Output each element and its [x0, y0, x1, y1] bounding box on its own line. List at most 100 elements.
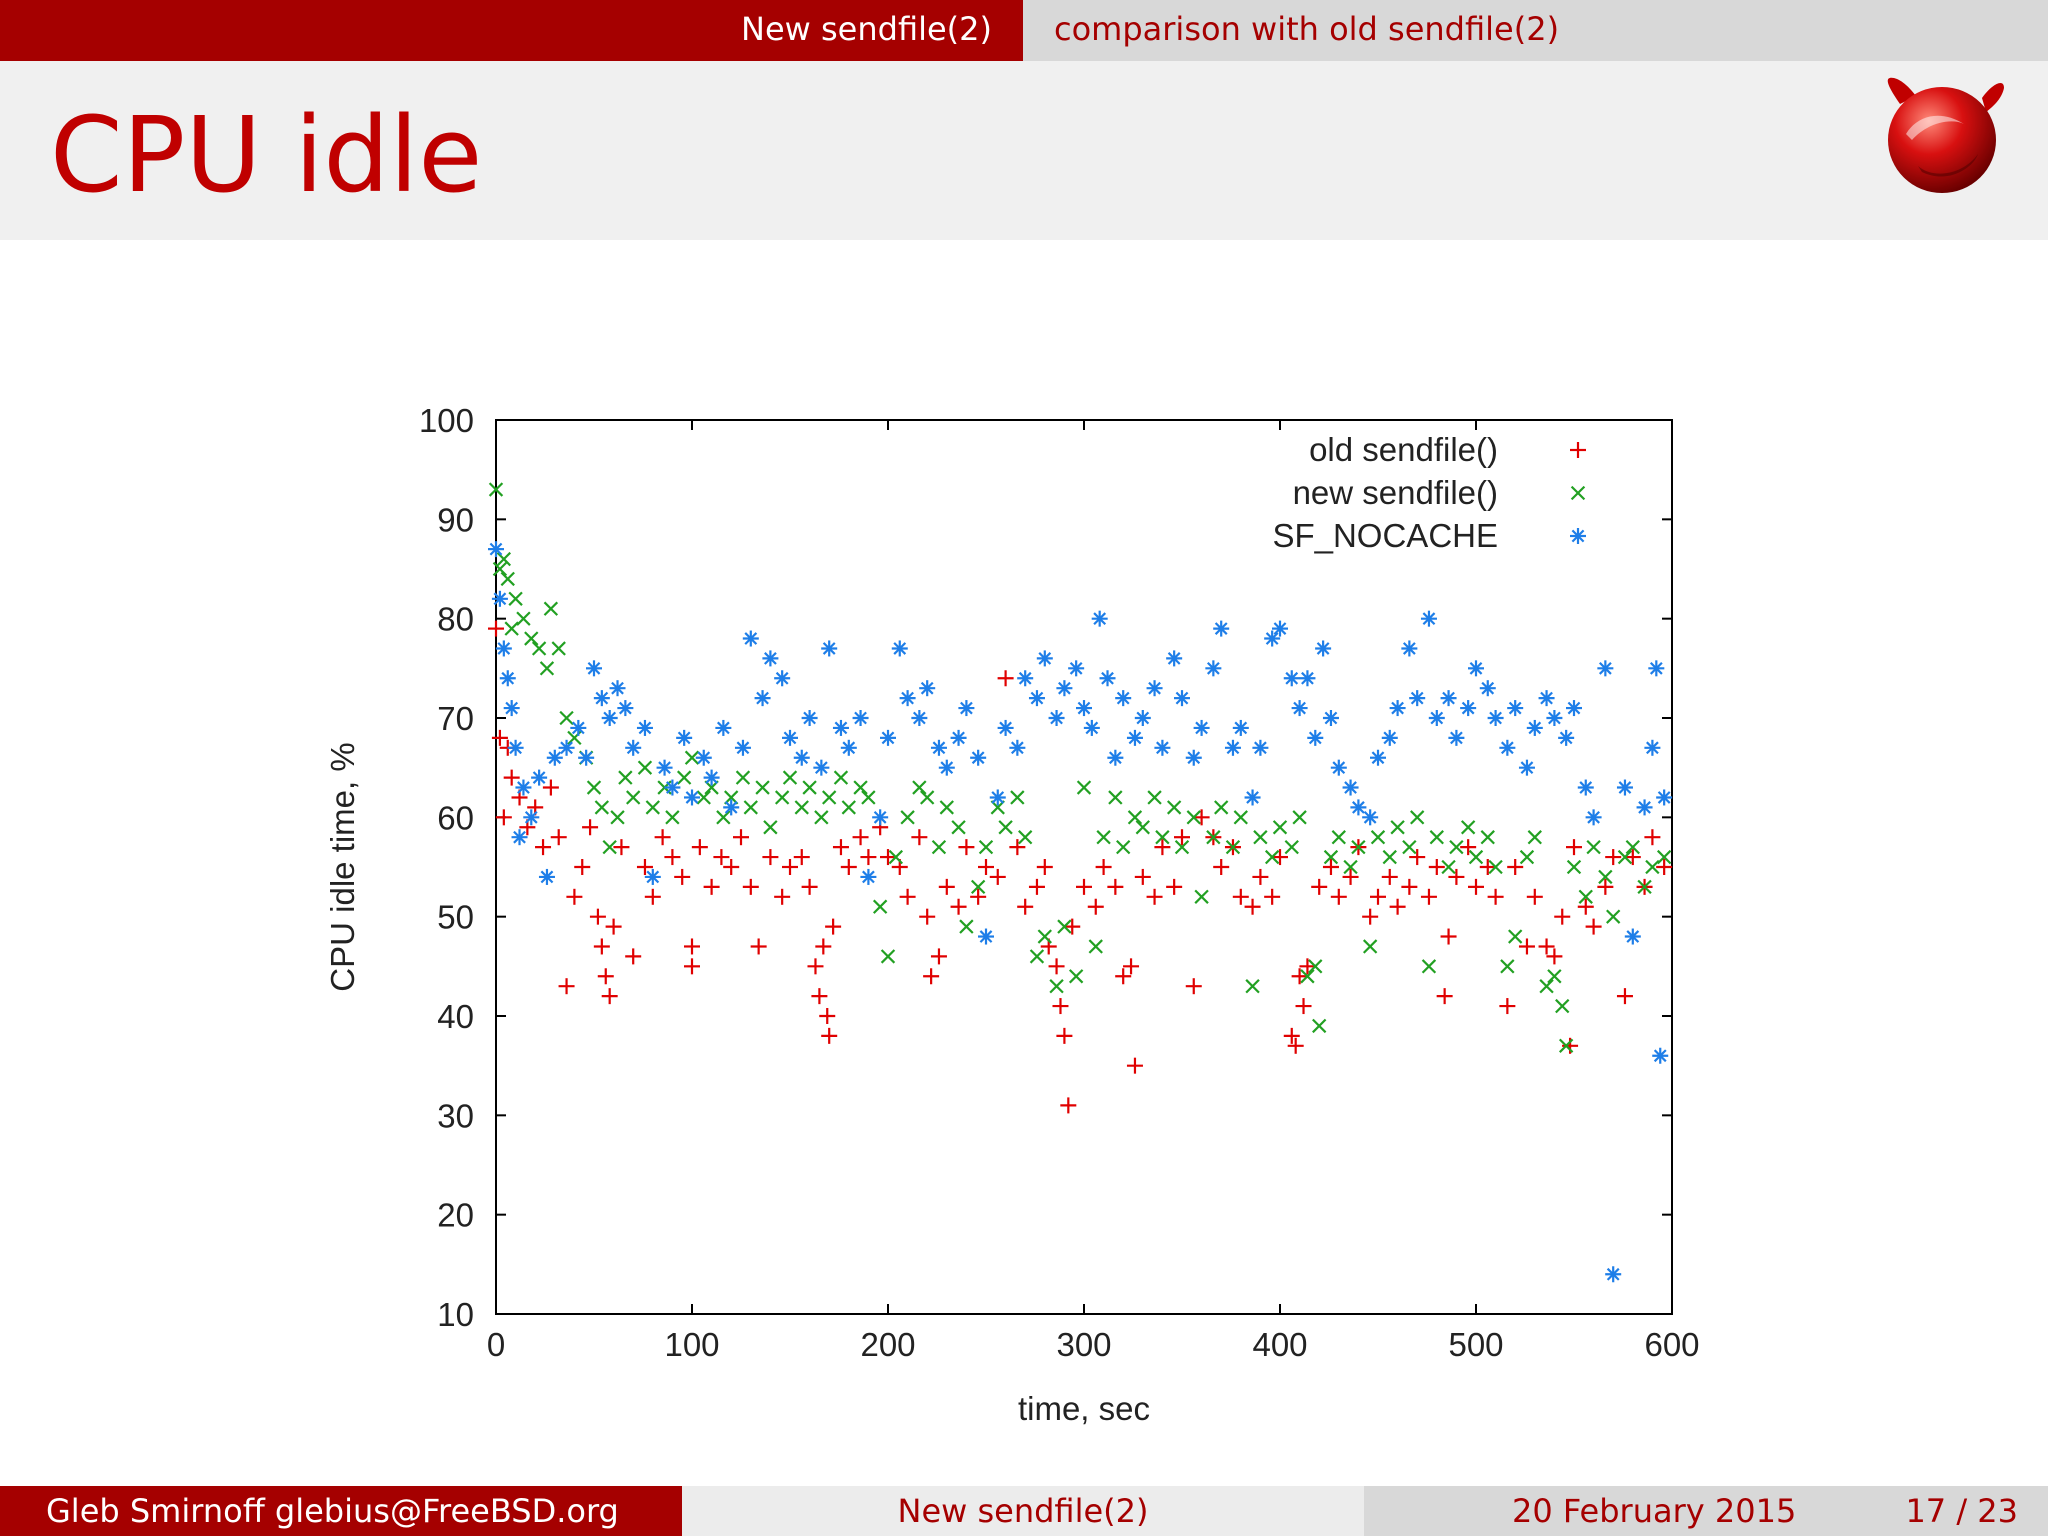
data-point	[1252, 868, 1269, 885]
data-point	[1284, 839, 1299, 855]
data-point	[841, 800, 856, 815]
data-point	[1193, 809, 1210, 826]
data-point	[998, 820, 1013, 835]
y-tick-label: 30	[437, 1097, 474, 1134]
data-point	[900, 810, 915, 825]
footer-author: Gleb Smirnoff glebius@FreeBSD.org	[0, 1486, 682, 1536]
data-point	[684, 789, 700, 806]
data-point	[558, 978, 575, 995]
data-point	[558, 739, 575, 756]
data-point	[1134, 868, 1151, 885]
data-point	[1107, 878, 1124, 895]
data-point	[593, 690, 610, 707]
x-tick-label: 100	[664, 1326, 719, 1363]
data-point	[1343, 859, 1358, 875]
data-point	[538, 868, 555, 885]
data-point	[625, 948, 642, 965]
legend-marker	[1570, 528, 1586, 544]
data-point	[1018, 830, 1033, 845]
data-point	[594, 800, 610, 815]
data-point	[1116, 839, 1131, 855]
data-point	[496, 551, 512, 567]
data-point	[970, 888, 987, 905]
data-point	[801, 710, 818, 726]
data-point	[1174, 839, 1190, 855]
data-point	[1468, 878, 1484, 895]
data-point	[793, 849, 810, 866]
data-point	[546, 749, 563, 766]
data-point	[1068, 969, 1084, 984]
data-point	[802, 780, 817, 795]
data-point	[1186, 810, 1201, 825]
data-point	[1390, 820, 1405, 835]
data-point	[684, 750, 700, 765]
data-point	[1322, 859, 1339, 875]
data-point	[488, 541, 504, 558]
data-point	[1166, 650, 1183, 667]
data-point	[656, 759, 673, 776]
data-point	[539, 661, 555, 676]
data-point	[508, 591, 523, 606]
data-point	[1440, 690, 1457, 707]
data-point	[1460, 820, 1476, 835]
data-point	[970, 749, 987, 766]
data-point	[1597, 660, 1614, 677]
data-point	[1295, 998, 1312, 1015]
data-point	[1028, 878, 1045, 895]
data-point	[742, 878, 759, 895]
data-point	[495, 640, 512, 657]
data-point	[1232, 719, 1249, 736]
data-point	[542, 779, 559, 796]
data-point	[821, 640, 838, 657]
data-point	[516, 611, 531, 626]
data-point	[872, 809, 889, 826]
data-point	[1115, 968, 1132, 985]
data-point	[1539, 979, 1554, 994]
data-point	[636, 719, 653, 736]
data-point	[793, 749, 810, 766]
data-point	[959, 919, 974, 934]
data-point	[715, 719, 732, 736]
data-point	[1625, 839, 1640, 855]
data-point	[822, 790, 837, 805]
data-point	[499, 670, 516, 687]
data-point	[1421, 959, 1437, 974]
data-point	[832, 719, 849, 736]
x-tick-label: 500	[1448, 1326, 1503, 1363]
data-point	[1468, 660, 1484, 677]
top-nav-bar: New sendfile(2) comparison with old send…	[0, 0, 2048, 61]
data-point	[1330, 888, 1347, 905]
data-point	[939, 800, 954, 815]
data-point	[1546, 710, 1563, 726]
data-point	[1656, 849, 1672, 865]
data-point	[1507, 700, 1524, 717]
footer-page-number: 17 / 23	[1905, 1492, 2018, 1530]
data-point	[1624, 849, 1641, 866]
data-point	[1146, 680, 1163, 697]
data-point	[1538, 938, 1555, 955]
data-point	[1342, 868, 1359, 885]
data-point	[1213, 620, 1230, 637]
data-point	[1126, 1057, 1143, 1074]
data-point	[713, 849, 730, 866]
data-point	[1287, 1037, 1304, 1054]
data-point	[1500, 959, 1515, 974]
data-point	[617, 700, 634, 717]
data-point	[1370, 749, 1386, 766]
data-point	[754, 690, 771, 707]
y-tick-label: 80	[437, 601, 474, 638]
data-point	[1095, 859, 1112, 875]
nav-subsection[interactable]: comparison with old sendfile(2)	[1054, 10, 1560, 48]
data-point	[733, 829, 749, 846]
data-point	[1597, 878, 1614, 895]
data-point	[1096, 830, 1111, 845]
data-point	[1624, 928, 1641, 945]
data-point	[1342, 779, 1359, 796]
data-point	[1526, 888, 1543, 905]
data-point	[814, 810, 829, 825]
data-point	[1126, 729, 1143, 746]
nav-section-current[interactable]: New sendfile(2)	[0, 0, 1023, 61]
data-point	[860, 849, 877, 866]
data-point	[1091, 610, 1108, 627]
data-point	[735, 770, 751, 785]
